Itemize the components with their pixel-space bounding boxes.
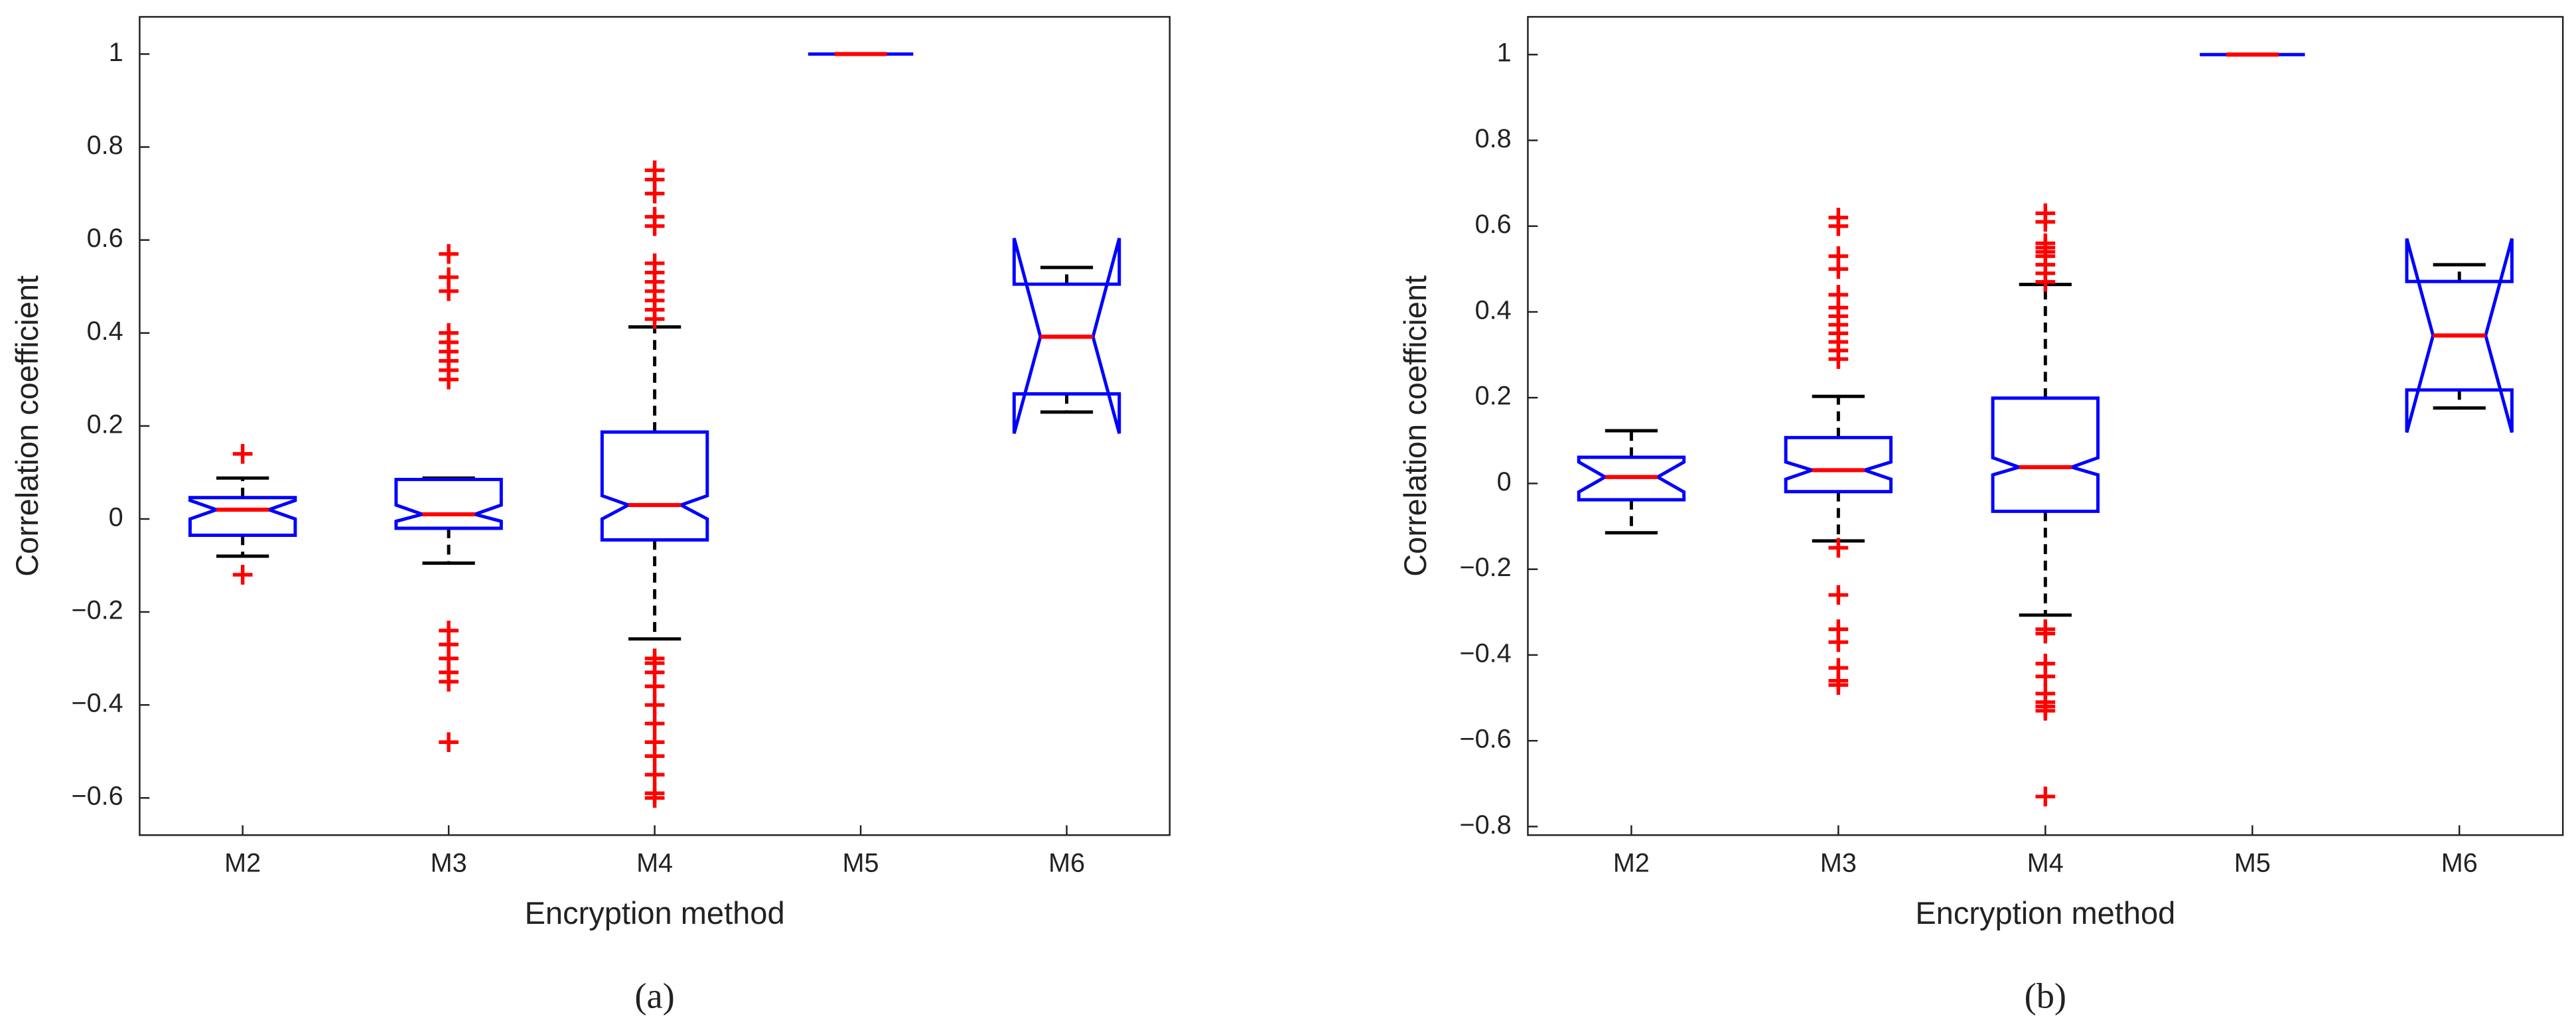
outlier [644,713,665,734]
outlier [644,183,665,204]
box [394,477,503,530]
y-tick-label: −0.8 [1460,810,1512,840]
caption: (a) [634,975,674,1015]
outlier [1828,538,1849,558]
y-tick-label: 0 [109,502,123,532]
outlier [2035,701,2056,721]
x-tick-label: M3 [1820,848,1857,877]
outlier [2035,623,2056,644]
x-axis-label: Encryption method [1915,895,2175,930]
y-tick-label: 0.6 [87,224,123,253]
y-tick-label: −0.2 [71,596,123,625]
y-tick-label: −0.6 [1460,725,1512,754]
x-axis-label: Encryption method [525,895,785,930]
y-tick-label: −0.6 [71,782,123,811]
y-tick-label: −0.4 [1460,638,1512,668]
outlier [2035,212,2056,232]
y-axis-label: Correlation coefficient [1397,275,1433,577]
chart: −0.6 −0.4 −0.2 0 0.2 0.4 0.6 0.8 1 M2 M3 M4 M5 M6 Encr… [9,16,1171,1015]
box [1991,396,2100,513]
outlier [232,565,253,585]
x-tick-label: M3 [431,848,467,877]
outlier [1828,585,1849,605]
outlier [644,695,665,715]
y-tick-label: 0 [1497,467,1512,496]
y-tick-label: 0.8 [87,131,123,160]
outlier [644,309,665,329]
outlier [2035,666,2056,687]
outlier [1828,216,1849,236]
x-tick-label: M6 [1048,848,1085,877]
outlier [1828,349,1849,369]
outlier [644,676,665,697]
x-tick-label: M4 [636,848,673,877]
y-tick-label: 0.4 [1475,295,1512,325]
y-axis-label: Correlation coefficient [9,275,44,577]
outlier [439,244,459,264]
y-tick-label: −0.4 [71,689,123,718]
x-tick-label: M5 [843,848,879,877]
y-tick-label: 0.2 [1475,382,1512,411]
outlier [644,746,665,767]
outlier [439,281,459,301]
x-tick-label: M2 [1613,848,1650,877]
y-tick-label: 0.4 [87,317,123,346]
plot-frame [1527,16,2564,836]
y-tick-label: 1 [109,38,123,67]
outlier [1828,259,1849,279]
outlier [2035,271,2056,292]
outlier [1828,675,1849,696]
x-tick-label: M2 [224,848,261,877]
outlier [644,765,665,785]
box [1784,435,1893,494]
outlier [644,216,665,236]
outlier [439,369,459,390]
outlier [439,732,459,753]
x-tick-label: M5 [2234,848,2271,877]
chart: −0.8 −0.6 −0.4 −0.2 0 0.2 0.4 0.6 0.8 1 M2 M3 M4 M5 M6… [1397,16,2564,1015]
outlier [439,672,459,692]
outlier [644,788,665,808]
y-tick-label: −0.2 [1460,553,1512,582]
caption: (b) [2025,975,2067,1015]
y-tick-label: 0.2 [87,409,123,439]
outlier [232,444,253,464]
box [600,430,709,542]
outlier [2035,786,2056,807]
box [188,496,297,537]
y-tick-label: 0.6 [1475,210,1512,239]
x-tick-label: M4 [2027,848,2064,877]
x-tick-label: M6 [2441,848,2478,877]
y-tick-label: 0.8 [1475,124,1512,153]
outlier [1828,632,1849,652]
y-tick-label: 1 [1497,38,1512,68]
